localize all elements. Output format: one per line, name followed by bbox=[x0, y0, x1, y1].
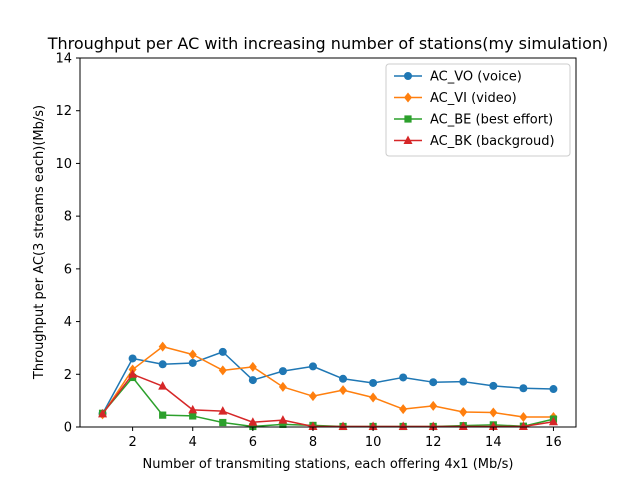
legend-marker-0 bbox=[404, 72, 412, 80]
data-point-s3-11 bbox=[428, 421, 438, 430]
data-point-s1-8 bbox=[339, 385, 348, 396]
data-point-s0-6 bbox=[278, 367, 287, 376]
data-point-s1-7 bbox=[308, 391, 317, 402]
y-tick-label-7: 14 bbox=[55, 52, 72, 67]
y-tick-label-1: 2 bbox=[64, 368, 72, 383]
data-point-s0-3 bbox=[188, 358, 197, 367]
x-tick-label-4: 10 bbox=[365, 435, 382, 450]
legend-entry-2: AC_BE (best effort) bbox=[394, 113, 553, 128]
data-point-s3-1 bbox=[128, 369, 138, 378]
data-point-s0-8 bbox=[339, 374, 348, 383]
data-point-s3-14 bbox=[518, 421, 528, 430]
data-point-s3-4 bbox=[218, 406, 228, 415]
legend-label-2: AC_BE (best effort) bbox=[430, 113, 553, 128]
legend-box bbox=[385, 63, 571, 157]
series-line-1 bbox=[101, 345, 554, 418]
data-point-s3-9 bbox=[368, 421, 378, 430]
data-point-s0-5 bbox=[248, 376, 257, 385]
data-point-s1-13 bbox=[489, 407, 498, 418]
data-point-s2-6 bbox=[279, 420, 287, 428]
legend-label-1: AC_VI (video) bbox=[430, 91, 517, 106]
data-point-s3-8 bbox=[338, 421, 348, 430]
legend-entry-3: AC_BK (backgroud) bbox=[394, 134, 555, 149]
legend-marker-1 bbox=[404, 92, 412, 103]
data-point-s0-1 bbox=[128, 354, 137, 363]
series-line-3 bbox=[101, 373, 554, 428]
legend-marker-3 bbox=[403, 135, 413, 144]
y-axis-label: Throughput per AC(3 streams each)(Mb/s) bbox=[32, 105, 47, 380]
x-tick-label-6: 14 bbox=[485, 435, 502, 450]
legend: AC_VO (voice) AC_VI (video) AC_BE (best ef… bbox=[385, 63, 571, 157]
data-point-s1-11 bbox=[429, 400, 438, 411]
series-line-0 bbox=[101, 351, 554, 415]
data-point-s2-5 bbox=[249, 422, 257, 431]
data-point-s3-7 bbox=[308, 421, 318, 430]
y-tick-label-4: 8 bbox=[64, 210, 72, 225]
data-point-s0-4 bbox=[218, 347, 227, 356]
legend-entry-1: AC_VI (video) bbox=[394, 91, 517, 106]
data-point-s0-13 bbox=[489, 381, 498, 390]
data-point-s1-4 bbox=[218, 365, 227, 376]
x-axis-label: Number of transmiting stations, each off… bbox=[143, 457, 514, 472]
y-tick-label-2: 4 bbox=[64, 315, 72, 330]
plot-area: 2 4 6 8 10 12 14 16 0 2 4 6 8 10 12 14 bbox=[55, 52, 577, 450]
data-point-s2-4 bbox=[219, 418, 227, 427]
y-tick-label-6: 12 bbox=[55, 104, 72, 119]
x-tick-label-1: 4 bbox=[189, 435, 197, 450]
data-point-s0-9 bbox=[369, 378, 378, 387]
data-point-s3-15 bbox=[548, 416, 558, 426]
data-point-s2-3 bbox=[189, 412, 197, 420]
data-point-s0-2 bbox=[158, 360, 167, 369]
data-point-s1-3 bbox=[188, 349, 197, 360]
data-point-s3-10 bbox=[398, 421, 408, 430]
data-point-s3-0 bbox=[98, 408, 108, 418]
y-tick-label-5: 10 bbox=[55, 157, 72, 172]
chart-title: Throughput per AC with increasing number… bbox=[47, 34, 609, 53]
data-point-s3-5 bbox=[248, 417, 258, 426]
data-point-s3-12 bbox=[458, 421, 468, 430]
legend-entry-0: AC_VO (voice) bbox=[394, 70, 522, 85]
data-point-s0-14 bbox=[519, 384, 528, 393]
y-tick-label-3: 6 bbox=[64, 262, 72, 277]
data-point-s1-12 bbox=[459, 406, 468, 417]
y-tick-label-0: 0 bbox=[64, 421, 72, 436]
x-tick-label-5: 12 bbox=[425, 435, 442, 450]
data-point-s3-2 bbox=[158, 381, 168, 390]
data-point-s2-2 bbox=[159, 411, 167, 419]
data-point-s3-6 bbox=[278, 415, 288, 424]
data-point-s3-3 bbox=[188, 404, 198, 414]
legend-label-0: AC_VO (voice) bbox=[430, 70, 522, 85]
x-tick-label-7: 16 bbox=[545, 435, 562, 450]
legend-marker-2 bbox=[404, 115, 412, 123]
legend-label-3: AC_BK (backgroud) bbox=[430, 134, 555, 149]
x-tick-label-0: 2 bbox=[128, 435, 136, 450]
data-point-s0-15 bbox=[549, 385, 558, 394]
data-point-s1-6 bbox=[278, 381, 287, 392]
data-point-s0-10 bbox=[399, 373, 408, 382]
data-point-s1-10 bbox=[399, 404, 408, 415]
data-point-s1-2 bbox=[158, 341, 167, 352]
x-tick-label-2: 6 bbox=[249, 435, 257, 450]
data-point-s0-7 bbox=[308, 362, 317, 371]
data-point-s0-12 bbox=[459, 377, 468, 386]
data-point-s0-11 bbox=[429, 378, 438, 387]
data-point-s1-5 bbox=[248, 361, 257, 372]
data-point-s3-13 bbox=[488, 421, 498, 430]
x-tick-label-3: 8 bbox=[309, 435, 317, 450]
data-point-s1-9 bbox=[369, 392, 378, 403]
plot-frame bbox=[79, 57, 577, 428]
data-point-s1-14 bbox=[519, 411, 528, 422]
